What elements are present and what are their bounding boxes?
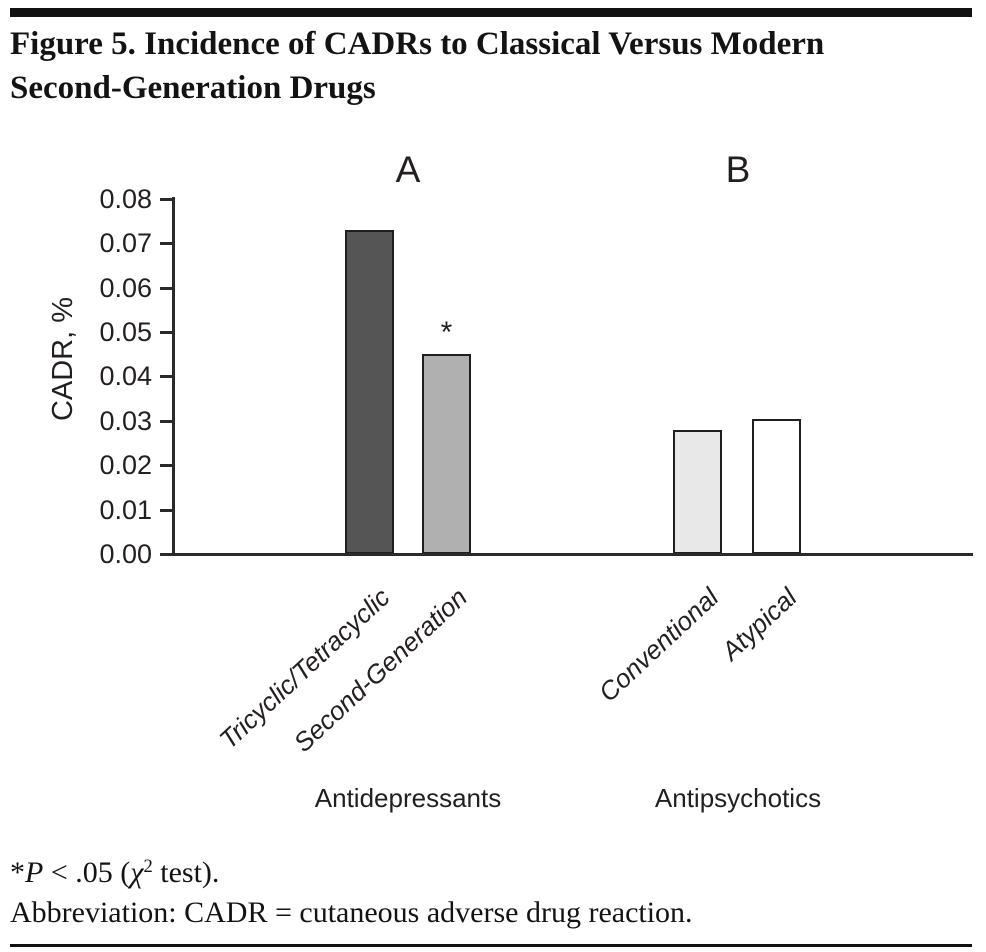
bar-conventional — [673, 430, 722, 554]
y-tick-label: 0.05 — [99, 317, 152, 347]
y-tick-label: 0.02 — [99, 450, 152, 480]
significance-asterisk: * — [440, 316, 453, 349]
y-tick — [160, 464, 173, 467]
y-tick-label: 0.03 — [99, 406, 152, 436]
footnote-segment: * — [10, 856, 25, 889]
panel-letter-a: A — [395, 149, 421, 190]
group-label-antidepressants: Antidepressants — [314, 783, 502, 813]
figure-title-line2: Second-Generation Drugs — [10, 70, 376, 106]
footnote-segment: 2 — [143, 855, 153, 877]
y-tick — [160, 553, 173, 556]
bar-tricyclic-tetracyclic — [345, 230, 394, 554]
footnote-segment: P — [25, 856, 44, 889]
footnote-segment: < .05 ( — [43, 856, 131, 889]
y-tick — [160, 331, 173, 334]
y-tick-label: 0.08 — [99, 184, 152, 214]
group-label-antipsychotics: Antipsychotics — [654, 783, 822, 813]
x-axis-line — [172, 553, 973, 556]
y-tick — [160, 375, 173, 378]
y-tick-label: 0.04 — [99, 361, 152, 391]
x-tick-label: Conventional — [592, 582, 724, 708]
footnote-segment: χ — [130, 856, 144, 889]
y-tick — [160, 198, 173, 201]
y-tick — [160, 287, 173, 290]
y-tick — [160, 420, 173, 423]
y-tick — [160, 242, 173, 245]
bottom-rule — [10, 944, 972, 947]
y-tick-label: 0.01 — [99, 495, 152, 525]
figure-title-line1: Figure 5. Incidence of CADRs to Classica… — [10, 26, 825, 62]
x-tick-label: Atypical — [715, 582, 803, 667]
y-tick — [160, 509, 173, 512]
figure-title: Figure 5. Incidence of CADRs to Classica… — [10, 22, 940, 110]
footnote-abbreviation: Abbreviation: CADR = cutaneous adverse d… — [10, 896, 693, 929]
top-rule — [10, 8, 972, 17]
y-axis-line — [172, 197, 175, 556]
panel-letter-b: B — [725, 149, 751, 190]
footnote-segment: test). — [152, 856, 220, 889]
y-tick-label: 0.00 — [99, 539, 152, 569]
bar-atypical — [752, 419, 801, 554]
y-tick-label: 0.07 — [99, 228, 152, 258]
y-tick-label: 0.06 — [99, 273, 152, 303]
footnote-significance: *P < .05 (χ2 test). — [10, 856, 940, 890]
bar-second-generation — [422, 354, 471, 554]
